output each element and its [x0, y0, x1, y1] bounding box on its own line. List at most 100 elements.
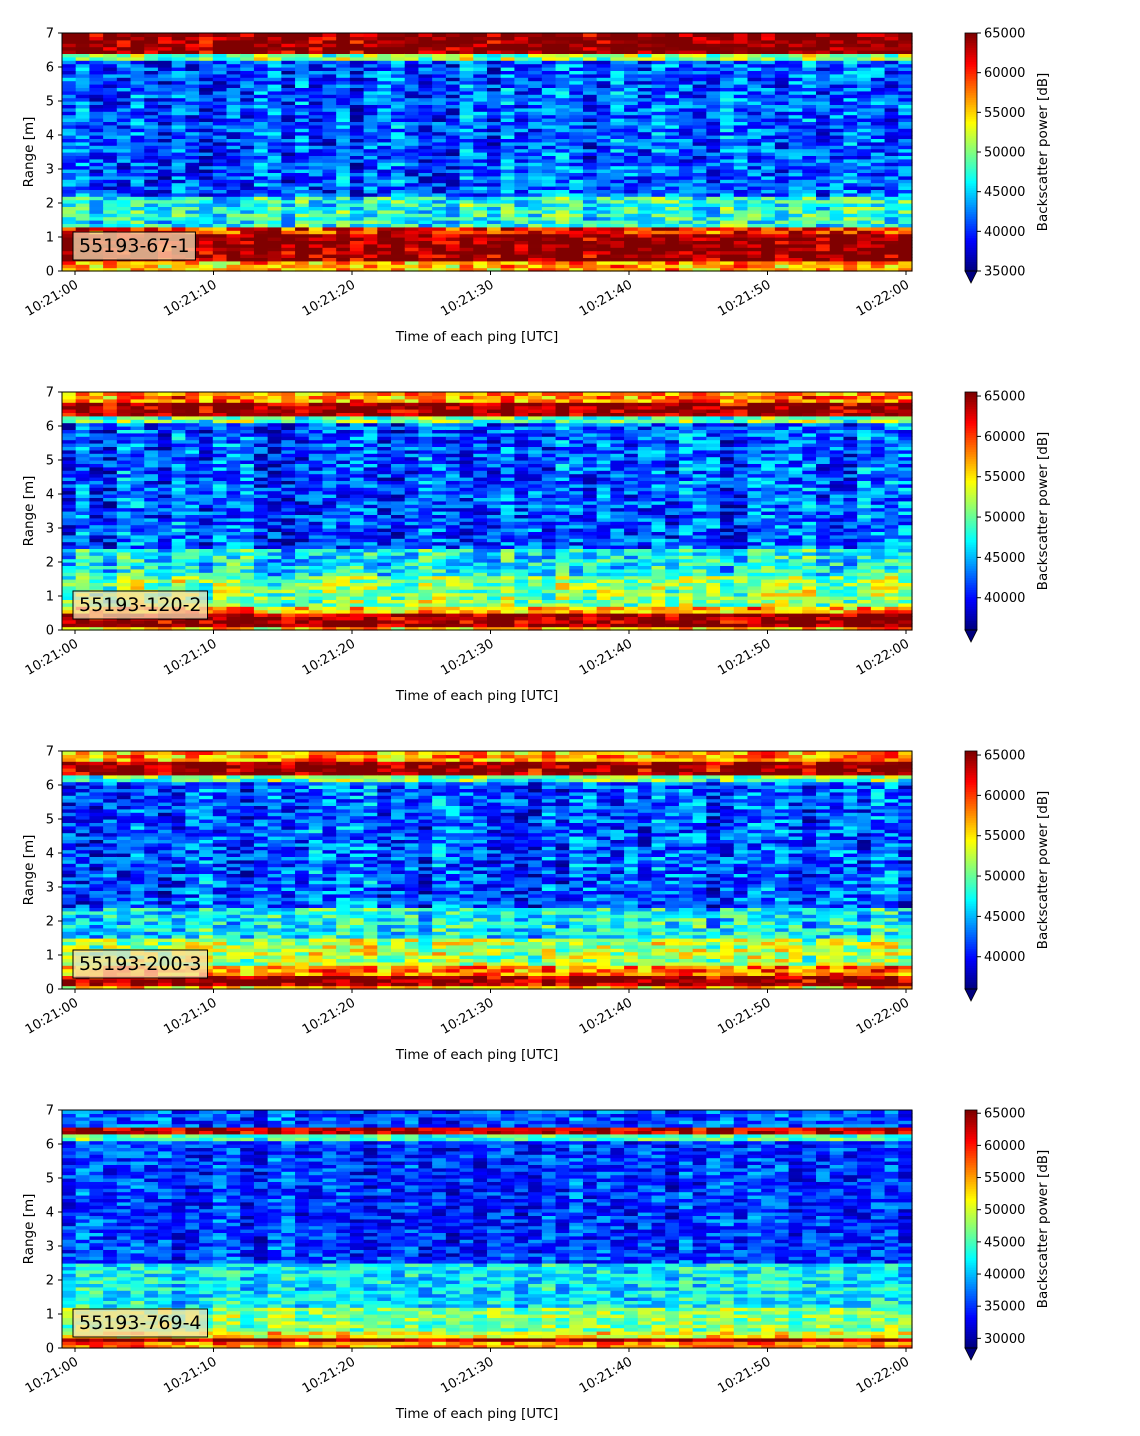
heatmap-cell [309, 264, 323, 268]
heatmap-cell [446, 166, 460, 170]
heatmap-cell [638, 183, 652, 187]
heatmap-cell [103, 392, 117, 396]
heatmap-cell [857, 159, 871, 163]
heatmap-cell [446, 132, 460, 136]
heatmap-cell [556, 234, 570, 238]
heatmap-cell [720, 176, 734, 180]
heatmap-cell [501, 159, 515, 163]
heatmap-cell [802, 234, 816, 238]
heatmap-cell [528, 210, 542, 214]
heatmap-cell [610, 142, 624, 146]
heatmap-cell [199, 166, 213, 170]
colorbar-tick-label: 35000 [984, 265, 1025, 280]
heatmap-cell [295, 210, 309, 214]
heatmap-cell [679, 33, 693, 37]
heatmap-cell [679, 227, 693, 231]
heatmap-cell [556, 132, 570, 136]
heatmap-cell [62, 227, 76, 231]
heatmap-cell [144, 436, 158, 440]
heatmap-cell [898, 234, 912, 238]
heatmap-cell [62, 419, 76, 423]
heatmap-cell [501, 200, 515, 204]
heatmap-cell [185, 166, 199, 170]
heatmap-cell [350, 251, 364, 255]
heatmap-cell [734, 244, 748, 248]
heatmap-cell [501, 166, 515, 170]
heatmap-cell [350, 210, 364, 214]
heatmap-cell [638, 149, 652, 153]
heatmap-cell [89, 132, 103, 136]
heatmap-cell [871, 251, 885, 255]
heatmap-cell [76, 217, 90, 221]
heatmap-cell [199, 149, 213, 153]
heatmap-cell [309, 244, 323, 248]
heatmap-cell [514, 210, 528, 214]
heatmap-cell [76, 264, 90, 268]
heatmap-cell [843, 176, 857, 180]
heatmap-cell [418, 142, 432, 146]
heatmap-cell [597, 193, 611, 197]
heatmap-cell [364, 217, 378, 221]
heatmap-cell [843, 166, 857, 170]
heatmap-cell [871, 33, 885, 37]
heatmap-cell [638, 251, 652, 255]
heatmap-cell [857, 264, 871, 268]
heatmap-cell [213, 176, 227, 180]
heatmap-cell [240, 176, 254, 180]
x-tick-label: 10:21:10 [161, 277, 219, 319]
heatmap-cell [830, 217, 844, 221]
heatmap-cell [432, 217, 446, 221]
heatmap-cell [213, 264, 227, 268]
heatmap-cell [487, 200, 501, 204]
heatmap-cell [843, 234, 857, 238]
heatmap-cell [693, 210, 707, 214]
heatmap-cell [789, 166, 803, 170]
heatmap-cell [144, 217, 158, 221]
heatmap-cell [871, 159, 885, 163]
heatmap-cell [377, 183, 391, 187]
heatmap-cell [103, 193, 117, 197]
heatmap-cell [693, 183, 707, 187]
heatmap-cell [583, 176, 597, 180]
heatmap-cell [775, 200, 789, 204]
heatmap-cell [76, 200, 90, 204]
heatmap-cell [158, 149, 172, 153]
heatmap-cell [747, 132, 761, 136]
heatmap-cell [514, 200, 528, 204]
heatmap-cell [199, 33, 213, 37]
heatmap-cell [131, 193, 145, 197]
x-tick-label: 10:21:50 [715, 277, 773, 319]
heatmap-cell [857, 142, 871, 146]
heatmap-cell [391, 132, 405, 136]
heatmap-cell [268, 166, 282, 170]
heatmap-cell [473, 176, 487, 180]
heatmap-cell [391, 149, 405, 153]
heatmap-cell [652, 251, 666, 255]
heatmap-cell [131, 210, 145, 214]
heatmap-cell [460, 264, 474, 268]
heatmap-cell [172, 142, 186, 146]
x-axis-label: Time of each ping [UTC] [395, 329, 559, 345]
heatmap-cell [432, 234, 446, 238]
heatmap-cell [144, 392, 158, 396]
heatmap-cell [268, 227, 282, 231]
heatmap-cell [871, 244, 885, 248]
heatmap-cell [734, 183, 748, 187]
heatmap-cell [172, 217, 186, 221]
heatmap-cell [652, 193, 666, 197]
heatmap-cell [103, 166, 117, 170]
heatmap-cell [158, 227, 172, 231]
heatmap-cell [843, 132, 857, 136]
heatmap-cell [871, 200, 885, 204]
heatmap-cell [734, 200, 748, 204]
heatmap-cell [556, 251, 570, 255]
heatmap-cell [528, 142, 542, 146]
heatmap-cell [322, 142, 336, 146]
heatmap-cell [706, 227, 720, 231]
heatmap-cell [528, 159, 542, 163]
heatmap-cell [487, 193, 501, 197]
heatmap-cell [144, 149, 158, 153]
heatmap-cell [103, 210, 117, 214]
heatmap-cell [158, 132, 172, 136]
heatmap-cell [789, 251, 803, 255]
